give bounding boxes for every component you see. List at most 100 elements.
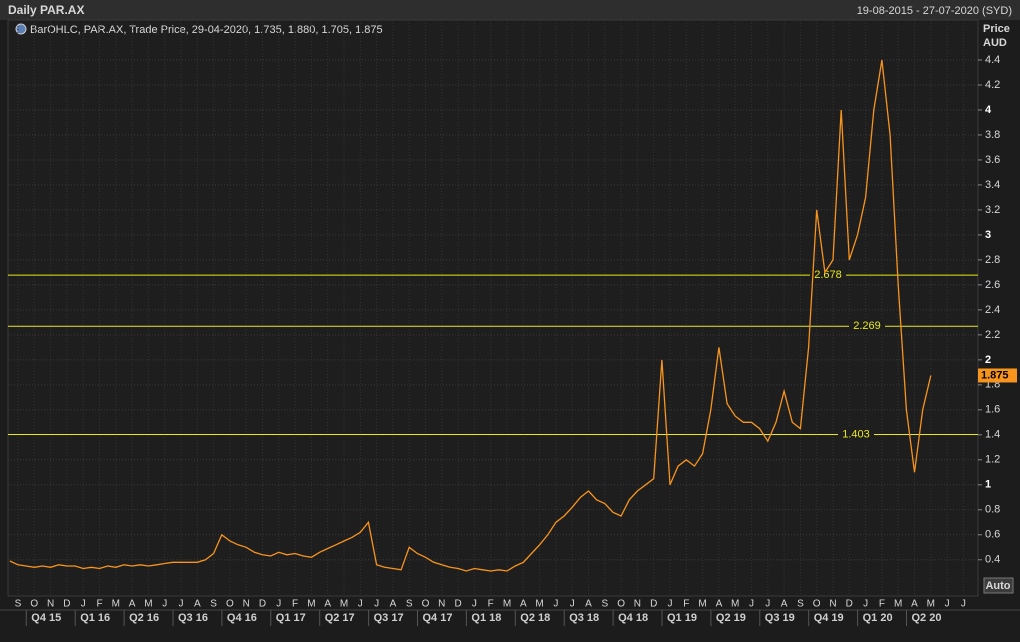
x-tick-label: F [488,599,494,610]
x-tick-label: J [961,599,966,610]
x-tick-label: O [30,599,38,610]
quarter-label: Q4 15 [31,612,61,624]
y-tick-label: 3.8 [985,129,1000,141]
quarter-label: Q2 18 [520,612,550,624]
x-tick-label: J [162,599,167,610]
x-tick-label: A [324,599,331,610]
x-tick-label: J [863,599,868,610]
x-tick-label: J [374,599,379,610]
y-tick-label: 3.4 [985,179,1000,191]
x-tick-label: O [422,599,430,610]
x-tick-label: S [210,599,217,610]
x-tick-label: A [716,599,723,610]
y-tick-label: 1.6 [985,404,1000,416]
x-tick-label: J [553,599,558,610]
x-tick-label: D [846,599,853,610]
x-tick-label: D [650,599,657,610]
quarter-label: Q2 19 [716,612,746,624]
quarter-label: Q3 19 [765,612,795,624]
y-tick-label: 2.8 [985,254,1000,266]
x-tick-label: A [911,599,918,610]
horizontal-line-label: 1.403 [842,428,870,440]
x-tick-label: D [454,599,461,610]
quarter-label: Q1 20 [863,612,893,624]
y-tick-label: 2.2 [985,329,1000,341]
horizontal-line-label: 2.678 [814,269,842,281]
x-tick-label: A [390,599,397,610]
x-tick-label: O [813,599,821,610]
quarter-label: Q1 16 [80,612,110,624]
x-tick-label: M [112,599,120,610]
y-tick-label: 3 [985,229,991,241]
quarter-label: Q3 18 [569,612,599,624]
x-tick-label: J [472,599,477,610]
x-tick-label: J [81,599,86,610]
quarter-label: Q1 18 [471,612,501,624]
x-tick-label: S [15,599,22,610]
x-tick-label: D [259,599,266,610]
y-tick-label: 2.6 [985,279,1000,291]
date-range: 19-08-2015 - 27-07-2020 (SYD) [857,5,1012,17]
quarter-label: Q2 16 [129,612,159,624]
x-tick-label: D [63,599,70,610]
x-tick-label: J [749,599,754,610]
x-tick-label: A [585,599,592,610]
y-axis-label: Price [983,23,1010,35]
x-tick-label: M [894,599,902,610]
quarter-label: Q4 16 [227,612,257,624]
y-tick-label: 4 [985,104,992,116]
x-tick-label: F [96,599,102,610]
y-tick-label: 1.2 [985,454,1000,466]
price-line [9,59,932,572]
horizontal-line-label-bg [838,427,874,442]
y-tick-label: 3.6 [985,154,1000,166]
x-tick-label: M [698,599,706,610]
x-tick-label: J [570,599,575,610]
x-tick-label: J [276,599,281,610]
y-tick-label: 0.4 [985,554,1000,566]
x-tick-label: F [683,599,689,610]
x-tick-label: M [535,599,543,610]
x-tick-label: J [945,599,950,610]
auto-button-label[interactable]: Auto [985,580,1010,592]
last-price-label: 1.875 [981,369,1009,381]
quarter-label: Q1 19 [667,612,697,624]
x-tick-label: A [129,599,136,610]
x-tick-label: M [927,599,935,610]
x-tick-label: N [634,599,641,610]
y-tick-label: 0.8 [985,504,1000,516]
x-tick-label: M [503,599,511,610]
y-tick-label: 2.4 [985,304,1000,316]
x-tick-label: S [406,599,413,610]
x-tick-label: J [179,599,184,610]
y-tick-label: 4.2 [985,79,1000,91]
x-tick-label: O [226,599,234,610]
legend: BarOHLC, PAR.AX, Trade Price, 29-04-2020… [30,24,383,36]
header-bar [0,0,1020,20]
quarter-label: Q4 18 [618,612,648,624]
chart-title: Daily PAR.AX [8,3,84,17]
quarter-label: Q2 17 [325,612,355,624]
quarter-label: Q1 17 [276,612,306,624]
x-tick-label: N [47,599,54,610]
x-tick-label: M [340,599,348,610]
horizontal-line-label-bg [849,319,885,334]
x-tick-label: M [307,599,315,610]
x-tick-label: M [731,599,739,610]
y-tick-label: 4.4 [985,54,1000,66]
last-price-tag [978,368,1017,383]
horizontal-line-label-bg [810,268,846,283]
quarter-label: Q4 17 [423,612,453,624]
x-tick-label: O [617,599,625,610]
y-tick-label: 0.6 [985,529,1000,541]
quarter-label: Q4 19 [814,612,844,624]
y-tick-label: 1 [985,479,991,491]
x-tick-label: A [194,599,201,610]
auto-button[interactable] [983,577,1014,594]
x-tick-label: N [438,599,445,610]
y-tick-label: 3.2 [985,204,1000,216]
x-tick-label: M [144,599,152,610]
x-tick-label: J [358,599,363,610]
